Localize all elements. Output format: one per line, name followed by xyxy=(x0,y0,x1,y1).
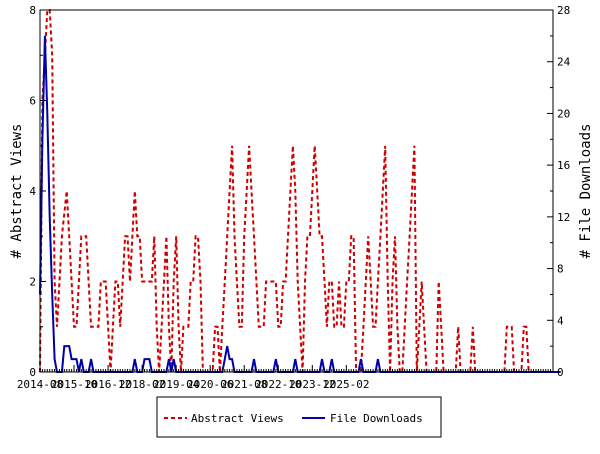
right-y-tick-label: 8 xyxy=(557,263,564,276)
right-y-tick-label: 28 xyxy=(557,4,570,17)
x-tick-label: 2021-08 xyxy=(221,378,267,391)
left-y-axis: 0 2 4 6 8 xyxy=(29,4,46,379)
x-tick-label: 2023-12 xyxy=(289,378,335,391)
x-tick-label: 2014-08 xyxy=(17,378,63,391)
left-y-tick-label: 8 xyxy=(29,4,36,17)
left-y-tick-label: 4 xyxy=(29,185,36,198)
x-tick-label: 2020-06 xyxy=(187,378,233,391)
x-tick-label: 2019-04 xyxy=(153,378,200,391)
left-y-tick-label: 0 xyxy=(29,366,36,379)
plot-area-frame xyxy=(39,9,554,373)
right-y-tick-label: 20 xyxy=(557,107,570,120)
right-y-axis: 0 4 8 12 16 20 24 28 xyxy=(547,4,571,379)
left-y-tick-label: 6 xyxy=(29,95,36,108)
series-line-file-downloads xyxy=(39,35,561,373)
left-y-tick-label: 2 xyxy=(29,276,36,289)
legend-label-abstract-views: Abstract Views xyxy=(191,412,284,425)
series-layer xyxy=(39,9,561,373)
right-y-tick-label: 12 xyxy=(557,211,570,224)
legend-box xyxy=(156,396,442,438)
x-tick-label: 2016-12 xyxy=(85,378,131,391)
right-y-tick-label: 24 xyxy=(557,56,571,69)
right-y-axis-title: # File Downloads xyxy=(578,124,594,259)
x-tick-label: 2018-02 xyxy=(119,378,165,391)
right-y-tick-label: 16 xyxy=(557,159,570,172)
x-tick-label: 2022-10 xyxy=(255,378,301,391)
x-axis-tick-labels: 2014-082015-102016-122018-022019-042020-… xyxy=(17,378,370,391)
right-y-tick-label: 4 xyxy=(557,314,564,327)
legend-label-file-downloads: File Downloads xyxy=(330,412,423,425)
legend: Abstract Views File Downloads xyxy=(156,396,442,438)
left-y-axis-title: # Abstract Views xyxy=(9,124,25,259)
series-line-abstract-views xyxy=(39,9,553,373)
x-tick-label: 2015-10 xyxy=(51,378,97,391)
right-y-tick-label: 0 xyxy=(557,366,564,379)
x-axis-ticks xyxy=(39,365,554,372)
x-tick-label: 2025-02 xyxy=(323,378,369,391)
